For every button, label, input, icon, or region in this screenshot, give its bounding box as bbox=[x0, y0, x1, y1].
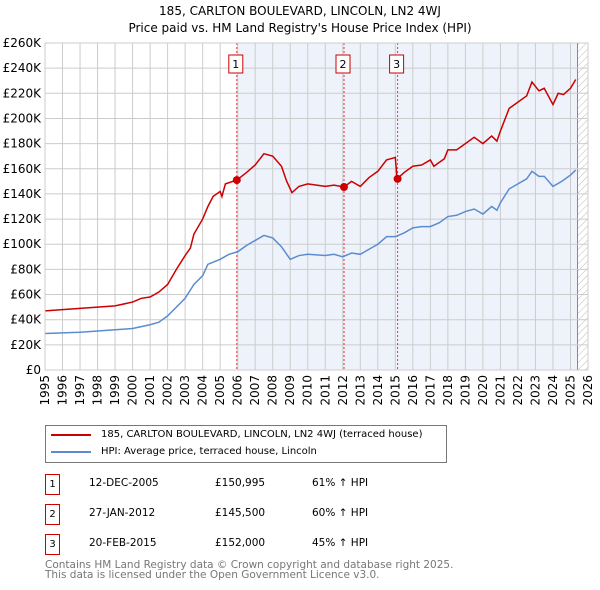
y-tick-label: £20K bbox=[10, 338, 42, 352]
y-tick-label: £160K bbox=[3, 162, 43, 176]
sale-marker-box bbox=[389, 54, 405, 74]
x-tick-label: 2026 bbox=[581, 375, 595, 406]
y-tick-label: £220K bbox=[3, 86, 43, 100]
x-tick-label: 2014 bbox=[371, 375, 385, 406]
legend-red-line bbox=[51, 433, 91, 436]
y-tick-label: £180K bbox=[3, 137, 43, 151]
x-tick-label: 2020 bbox=[476, 375, 490, 406]
x-tick-label: 2024 bbox=[546, 375, 560, 406]
y-tick-label: £200K bbox=[3, 111, 43, 125]
x-tick-label: 2016 bbox=[406, 375, 420, 406]
sale-price: £152,000 bbox=[215, 537, 266, 549]
sale-date: 27-JAN-2012 bbox=[89, 507, 156, 519]
hatched-future-region bbox=[577, 43, 588, 370]
y-tick-label: £240K bbox=[3, 61, 43, 75]
hpi-line bbox=[44, 169, 577, 335]
y-tick-label: £140K bbox=[3, 187, 43, 201]
y-tick-label: £40K bbox=[10, 313, 42, 327]
x-tick-label: 2022 bbox=[511, 375, 525, 406]
chart-subtitle: Price paid vs. HM Land Registry's House … bbox=[128, 21, 472, 35]
footer-line-1: Contains HM Land Registry data © Crown c… bbox=[45, 559, 454, 571]
x-tick-label: 1998 bbox=[91, 375, 105, 406]
x-tick-label: 2007 bbox=[248, 375, 262, 406]
sale-point bbox=[393, 174, 402, 183]
sale-point bbox=[340, 183, 349, 192]
x-tick-label: 2012 bbox=[336, 375, 350, 406]
sale-number: 1 bbox=[45, 474, 60, 495]
sale-hpi-diff: 60% ↑ HPI bbox=[312, 507, 369, 519]
x-tick-label: 2003 bbox=[178, 375, 192, 406]
x-tick-label: 2017 bbox=[423, 375, 437, 406]
legend-blue-line bbox=[51, 450, 91, 453]
x-tick-label: 2006 bbox=[231, 375, 245, 406]
shaded-region bbox=[236, 43, 578, 370]
x-tick-label: 2001 bbox=[143, 375, 157, 406]
y-tick-label: £120K bbox=[3, 212, 43, 226]
x-tick-label: 2025 bbox=[563, 375, 577, 406]
x-tick-label: 2004 bbox=[196, 375, 210, 406]
sale-marker-label: 3 bbox=[393, 58, 400, 71]
legend-label-property: 185, CARLTON BOULEVARD, LINCOLN, LN2 4WJ… bbox=[101, 429, 423, 440]
x-tick-label: 2019 bbox=[458, 375, 472, 406]
legend: 185, CARLTON BOULEVARD, LINCOLN, LN2 4WJ… bbox=[45, 425, 447, 463]
x-tick-label: 1995 bbox=[38, 375, 52, 406]
x-tick-label: 2010 bbox=[301, 375, 315, 406]
x-tick-label: 2013 bbox=[353, 375, 367, 406]
x-tick-label: 2018 bbox=[441, 375, 455, 406]
x-tick-label: 1997 bbox=[73, 375, 87, 406]
y-tick-label: £0 bbox=[26, 363, 41, 377]
x-tick-label: 2023 bbox=[528, 375, 542, 406]
x-tick-label: 1996 bbox=[56, 375, 70, 406]
sale-marker-label: 2 bbox=[340, 58, 347, 71]
x-tick-label: 2021 bbox=[493, 375, 507, 406]
y-tick-label: £80K bbox=[10, 262, 42, 276]
x-tick-label: 2002 bbox=[161, 375, 175, 406]
x-tick-label: 1999 bbox=[108, 375, 122, 406]
price-paid-line bbox=[44, 79, 577, 312]
plot-border bbox=[44, 42, 589, 371]
footer-line-2: This data is licensed under the Open Gov… bbox=[45, 569, 380, 581]
sale-date: 20-FEB-2015 bbox=[89, 537, 157, 549]
sale-point bbox=[232, 176, 241, 185]
y-tick-label: £60K bbox=[10, 288, 42, 302]
y-tick-label: £260K bbox=[3, 36, 43, 50]
x-tick-label: 2009 bbox=[283, 375, 297, 406]
sale-number: 2 bbox=[45, 504, 60, 525]
sale-marker-label: 1 bbox=[232, 58, 239, 71]
x-tick-label: 2015 bbox=[388, 375, 402, 406]
x-tick-label: 2005 bbox=[213, 375, 227, 406]
legend-label-hpi: HPI: Average price, terraced house, Linc… bbox=[101, 446, 317, 457]
sale-marker-box bbox=[228, 54, 244, 74]
sale-price: £145,500 bbox=[215, 507, 266, 519]
x-tick-label: 2011 bbox=[318, 375, 332, 406]
sale-hpi-diff: 61% ↑ HPI bbox=[312, 477, 369, 489]
x-tick-label: 2000 bbox=[126, 375, 140, 406]
sale-hpi-diff: 45% ↑ HPI bbox=[312, 537, 369, 549]
y-tick-label: £100K bbox=[3, 237, 43, 251]
sale-marker-box bbox=[335, 54, 351, 74]
sale-price: £150,995 bbox=[215, 477, 266, 489]
chart-title: 185, CARLTON BOULEVARD, LINCOLN, LN2 4WJ bbox=[159, 4, 441, 18]
sale-number: 3 bbox=[45, 534, 60, 555]
chart: £0 £20K £40K £60K £80K £100K £120K £140K £160K £1… bbox=[3, 36, 595, 406]
sale-date: 12-DEC-2005 bbox=[89, 477, 159, 489]
x-tick-label: 2008 bbox=[266, 375, 280, 406]
